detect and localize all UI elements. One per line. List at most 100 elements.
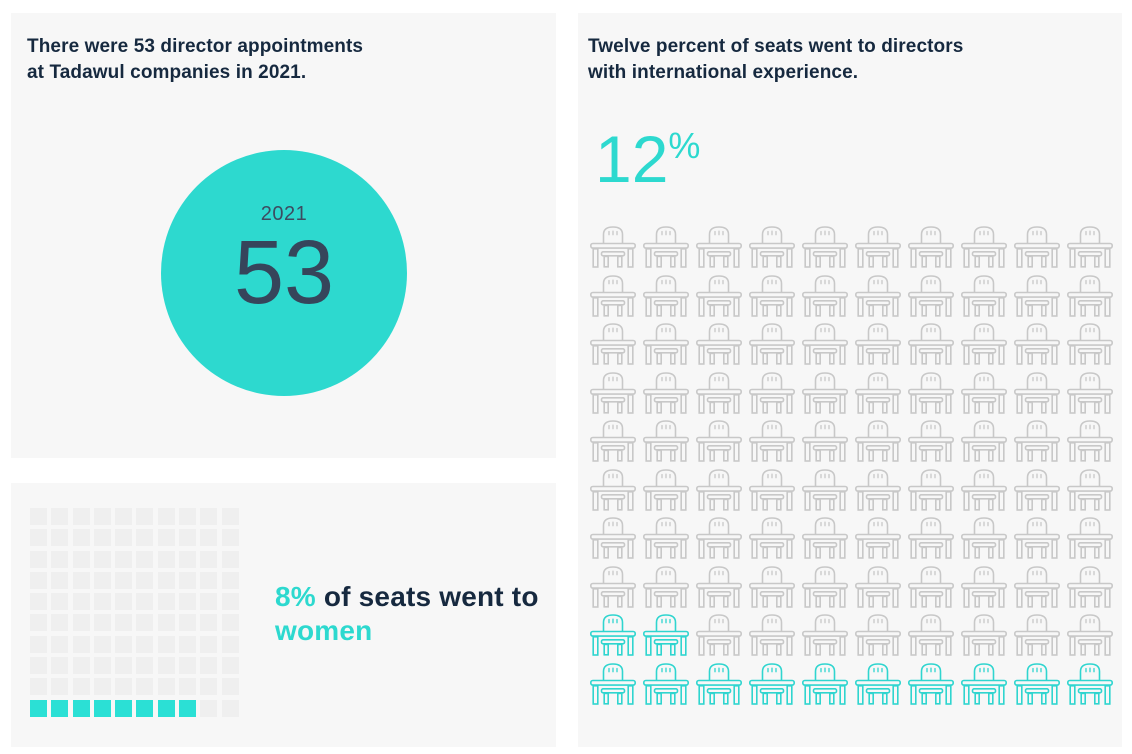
waffle-cell-empty	[200, 529, 218, 547]
seat-at-table-icon	[1067, 469, 1113, 511]
seat-at-table-icon	[1067, 566, 1113, 608]
seat-at-table-icon	[696, 420, 742, 462]
seat-at-table-icon	[908, 226, 954, 268]
seat-at-table-icon-filled	[961, 663, 1007, 705]
waffle-cell-empty	[221, 678, 239, 696]
seat-at-table-icon	[802, 420, 848, 462]
waffle-cell-empty	[72, 635, 90, 653]
seat-at-table-icon-filled	[1067, 663, 1113, 705]
seat-at-table-icon	[908, 469, 954, 511]
seat-at-table-icon	[961, 226, 1007, 268]
seat-at-table-icon	[696, 469, 742, 511]
waffle-cell-empty	[157, 657, 175, 675]
seat-at-table-icon	[1067, 372, 1113, 414]
waffle-cell-empty	[115, 614, 133, 632]
seat-at-table-icon	[908, 323, 954, 365]
seat-at-table-icon	[749, 420, 795, 462]
waffle-cell-empty	[179, 508, 197, 525]
waffle-cell-empty	[30, 550, 47, 568]
waffle-cell-empty	[51, 678, 69, 696]
waffle-cell-empty	[157, 550, 175, 568]
seat-at-table-icon	[855, 517, 901, 559]
international-title: Twelve percent of seats went to director…	[588, 36, 964, 83]
waffle-cell-empty	[221, 508, 239, 525]
seat-at-table-icon	[961, 275, 1007, 317]
waffle-cell-empty	[136, 529, 154, 547]
waffle-cell-empty	[221, 550, 239, 568]
waffle-cell-empty	[72, 593, 90, 611]
seat-at-table-icon	[1067, 614, 1113, 656]
waffle-cell-empty	[157, 635, 175, 653]
seat-at-table-icon	[802, 372, 848, 414]
seat-at-table-icon	[855, 372, 901, 414]
women-stat-text: 8% of seats went to women	[275, 580, 543, 648]
waffle-cell-empty	[200, 699, 218, 717]
waffle-cell-empty	[115, 529, 133, 547]
seat-at-table-icon	[749, 323, 795, 365]
chairs-waffle-chart	[590, 226, 1113, 705]
waffle-cell-empty	[51, 614, 69, 632]
waffle-cell-empty	[136, 571, 154, 589]
waffle-cell-empty	[221, 529, 239, 547]
waffle-cell-empty	[136, 508, 154, 525]
seat-at-table-icon-filled	[643, 663, 689, 705]
women-stat-keyword: women	[275, 615, 373, 646]
waffle-cell-filled	[115, 699, 133, 717]
seat-at-table-icon	[696, 323, 742, 365]
waffle-cell-empty	[200, 657, 218, 675]
seat-at-table-icon	[908, 566, 954, 608]
waffle-cell-empty	[51, 571, 69, 589]
seat-at-table-icon	[1014, 275, 1060, 317]
seat-at-table-icon	[643, 469, 689, 511]
waffle-cell-empty	[30, 678, 47, 696]
women-stat-middle: of seats went to	[315, 581, 539, 612]
seat-at-table-icon	[802, 566, 848, 608]
seat-at-table-icon	[1014, 323, 1060, 365]
seat-at-table-icon	[1014, 517, 1060, 559]
waffle-cell-empty	[51, 657, 69, 675]
seat-at-table-icon	[696, 517, 742, 559]
waffle-cell-empty	[93, 571, 111, 589]
waffle-cell-empty	[221, 614, 239, 632]
waffle-cell-empty	[179, 657, 197, 675]
waffle-cell-empty	[200, 508, 218, 525]
seat-at-table-icon	[855, 275, 901, 317]
seat-at-table-icon-filled	[749, 663, 795, 705]
waffle-cell-empty	[115, 657, 133, 675]
seat-at-table-icon	[855, 420, 901, 462]
waffle-cell-empty	[157, 678, 175, 696]
waffle-cell-empty	[51, 635, 69, 653]
seat-at-table-icon	[1067, 226, 1113, 268]
seat-at-table-icon	[961, 372, 1007, 414]
waffle-cell-filled	[157, 699, 175, 717]
waffle-cell-empty	[30, 635, 47, 653]
waffle-cell-empty	[115, 593, 133, 611]
waffle-cell-empty	[51, 529, 69, 547]
waffle-cell-empty	[72, 678, 90, 696]
seat-at-table-icon	[961, 517, 1007, 559]
waffle-cell-empty	[115, 550, 133, 568]
seat-at-table-icon	[961, 566, 1007, 608]
seat-at-table-icon	[908, 517, 954, 559]
seat-at-table-icon	[749, 566, 795, 608]
waffle-cell-empty	[157, 614, 175, 632]
waffle-cell-empty	[136, 614, 154, 632]
waffle-cell-empty	[93, 593, 111, 611]
waffle-cell-empty	[72, 529, 90, 547]
waffle-cell-filled	[136, 699, 154, 717]
waffle-cell-empty	[157, 529, 175, 547]
panel-women-seats: 8% of seats went to women	[11, 483, 556, 747]
seat-at-table-icon	[855, 226, 901, 268]
seat-at-table-icon-filled	[590, 614, 636, 656]
seat-at-table-icon	[802, 469, 848, 511]
waffle-cell-empty	[30, 593, 47, 611]
appointments-stat-circle: 2021 53	[161, 150, 407, 396]
year-label: 2021	[260, 202, 308, 225]
waffle-cell-empty	[30, 657, 47, 675]
waffle-cell-empty	[93, 635, 111, 653]
waffle-cell-empty	[115, 635, 133, 653]
seat-at-table-icon	[1067, 323, 1113, 365]
waffle-cell-empty	[72, 550, 90, 568]
seat-at-table-icon	[749, 372, 795, 414]
waffle-cell-empty	[115, 571, 133, 589]
